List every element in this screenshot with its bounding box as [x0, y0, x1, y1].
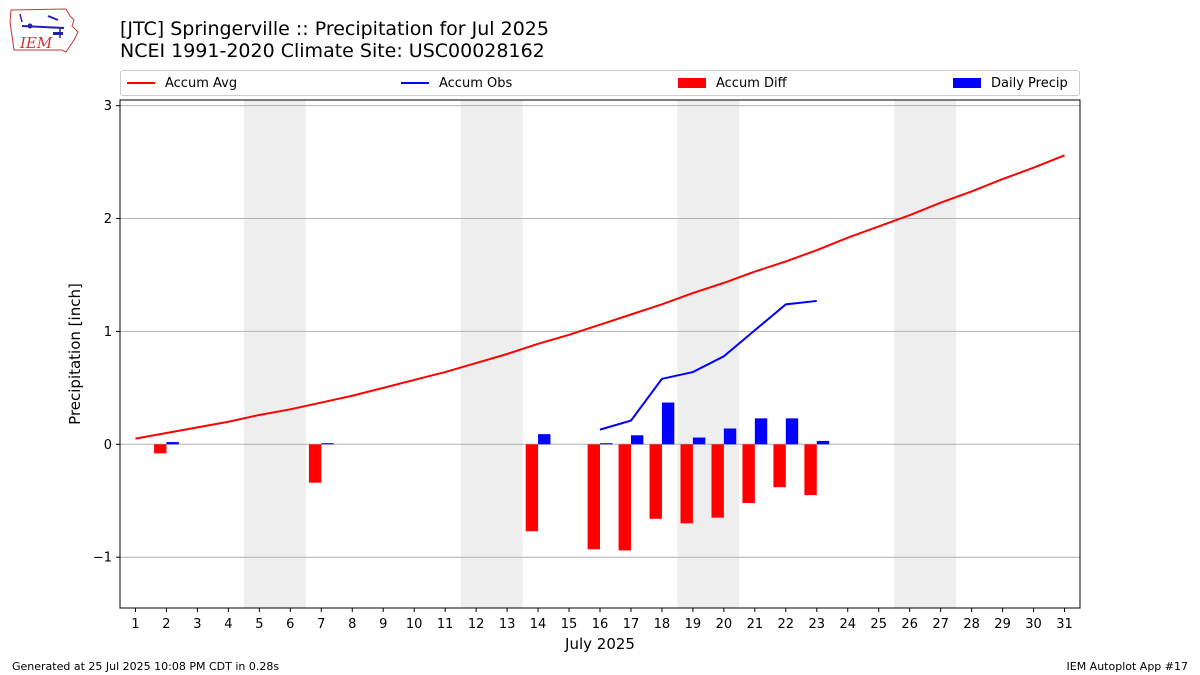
legend-item-accum-avg: Accum Avg [127, 71, 237, 95]
accum-diff-bar [308, 444, 322, 483]
lines [135, 154, 1065, 440]
x-tick-label: 14 [530, 617, 547, 632]
x-tick-label: 16 [592, 617, 609, 632]
x-tick-label: 17 [623, 617, 640, 632]
daily-precip-bar [630, 435, 644, 445]
x-tick-label: 11 [437, 617, 454, 632]
x-tick-label: 7 [317, 617, 325, 632]
legend-item-accum-obs: Accum Obs [401, 71, 512, 95]
y-tick-label: 3 [104, 99, 112, 114]
legend-label: Accum Diff [716, 75, 787, 91]
x-tick-label: 4 [224, 617, 232, 632]
x-tick-label: 6 [286, 617, 294, 632]
daily-precip-bar [692, 437, 706, 445]
x-tick-label: 29 [994, 617, 1011, 632]
x-tick-label: 23 [809, 617, 826, 632]
accum-obs-line [599, 299, 817, 431]
x-tick-label: 12 [468, 617, 485, 632]
x-tick-label: 19 [685, 617, 702, 632]
y-tick-label: 0 [104, 438, 112, 453]
accum-diff-bar [618, 444, 631, 551]
daily-precip-bar [754, 418, 768, 445]
weekend-band [894, 100, 957, 608]
x-tick-label: 20 [716, 617, 733, 632]
app-credit: IEM Autoplot App #17 [1066, 660, 1189, 673]
x-tick-label: 28 [963, 617, 980, 632]
daily-precip-bar [816, 440, 830, 445]
legend-patch-blue [953, 78, 981, 88]
iowa-map-logo-icon: IEM [9, 8, 79, 53]
daily-precip-bar [600, 443, 613, 445]
x-tick-label: 30 [1025, 617, 1042, 632]
x-tick-label: 2 [162, 617, 170, 632]
y-tick-label: 1 [104, 325, 112, 340]
x-tick-label: 31 [1056, 617, 1073, 632]
x-tick-label: 26 [901, 617, 918, 632]
x-tick-label: 22 [778, 617, 795, 632]
legend-label: Accum Obs [439, 75, 513, 91]
x-tick-label: 8 [348, 617, 356, 632]
daily-precip-bar [723, 428, 737, 445]
x-tick-label: 10 [406, 617, 423, 632]
daily-precip-bar [166, 442, 179, 445]
x-tick-label: 21 [747, 617, 764, 632]
legend-item-daily-precip: Daily Precip [953, 71, 1068, 95]
accum-diff-bar [649, 444, 662, 519]
x-tick-label: 27 [932, 617, 949, 632]
y-tick-label: −1 [93, 551, 112, 566]
accum-diff-bar [154, 444, 167, 454]
svg-text:IEM: IEM [19, 34, 53, 52]
x-tick-label: 25 [870, 617, 887, 632]
y-tick-label: 2 [104, 212, 112, 227]
x-tick-label: 3 [193, 617, 201, 632]
daily-precip-bar [785, 418, 799, 445]
accum-avg-line [135, 154, 1065, 440]
iem-logo: IEM [8, 6, 80, 58]
x-tick-label: 24 [839, 617, 856, 632]
legend-label: Accum Avg [165, 75, 238, 91]
accum-diff-bar [525, 444, 539, 532]
weekend-shading [243, 100, 957, 608]
legend-item-accum-diff: Accum Diff [678, 71, 787, 95]
weekend-band [243, 100, 306, 608]
x-tick-label: 9 [379, 617, 387, 632]
legend-label: Daily Precip [991, 75, 1068, 91]
chart-legend: Accum Avg Accum Obs Accum Diff Daily Pre… [120, 70, 1080, 96]
weekend-band [677, 100, 740, 608]
chart-title: [JTC] Springerville :: Precipitation for… [120, 18, 549, 40]
generated-timestamp: Generated at 25 Jul 2025 10:08 PM CDT in… [12, 660, 280, 673]
accum-diff-bar [773, 444, 786, 488]
bars [154, 402, 830, 551]
y-axis-label: Precipitation [inch] [66, 283, 84, 425]
daily-precip-bar [661, 402, 675, 445]
accum-diff-bar [711, 444, 724, 518]
x-axis-label: July 2025 [564, 635, 635, 653]
accum-diff-bar [742, 444, 755, 504]
legend-patch-red [678, 78, 706, 88]
chart-subtitle: NCEI 1991-2020 Climate Site: USC00028162 [120, 40, 545, 62]
daily-precip-bar [321, 443, 334, 445]
daily-precip-bar [538, 434, 551, 445]
accum-diff-bar [804, 444, 817, 496]
x-tick-label: 5 [255, 617, 263, 632]
x-tick-label: 18 [654, 617, 671, 632]
x-tick-label: 1 [131, 617, 139, 632]
weekend-band [460, 100, 523, 608]
accum-diff-bar [680, 444, 693, 524]
accum-diff-bar [587, 444, 600, 550]
x-tick-label: 15 [561, 617, 578, 632]
legend-line-red [127, 82, 155, 84]
x-tick-label: 13 [499, 617, 516, 632]
legend-line-blue [401, 82, 429, 84]
